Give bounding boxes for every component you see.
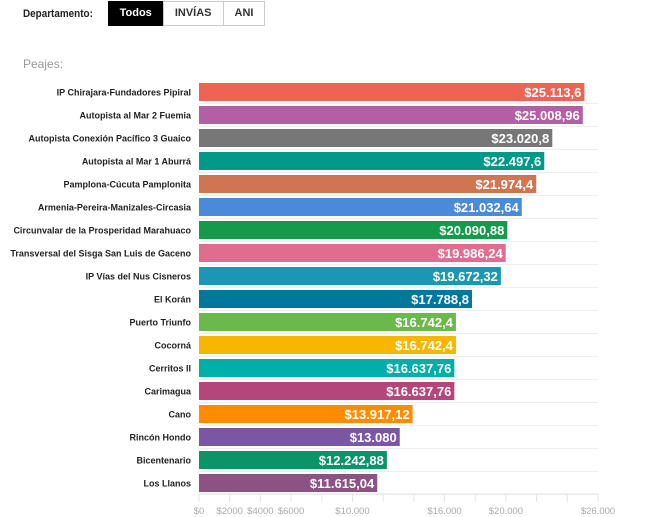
category-label: Los Llanos <box>143 479 191 489</box>
data-label: $20.090,88 <box>439 223 504 238</box>
bar <box>199 336 456 354</box>
category-label: Pamplona-Cúcuta Pamplonita <box>63 180 192 190</box>
data-label: $16.637,76 <box>386 361 451 376</box>
category-label: Circunvalar de la Prosperidad Marahuaco <box>13 226 191 236</box>
data-label: $16.637,76 <box>386 384 451 399</box>
bar <box>199 267 501 285</box>
x-tick-label: $2000 <box>216 506 242 517</box>
category-label: Carimagua <box>144 387 192 397</box>
data-label: $16.742,4 <box>395 315 454 330</box>
category-label: Autopista al Mar 1 Aburrá <box>82 157 192 167</box>
bar <box>199 129 553 147</box>
data-label: $22.497,6 <box>483 154 541 169</box>
data-label: $13.917,12 <box>344 407 409 422</box>
data-label: $23.020,8 <box>491 131 549 146</box>
filter-label: Departamento: <box>23 7 93 20</box>
bar <box>199 83 585 101</box>
bar <box>199 244 506 262</box>
data-label: $19.986,24 <box>438 246 504 261</box>
category-label: Puerto Triunfo <box>130 318 192 328</box>
data-label: $25.008,96 <box>515 108 580 123</box>
data-label: $21.974,4 <box>475 177 534 192</box>
category-label: Armenia-Pereira-Manizales-Circasia <box>38 203 192 213</box>
data-label: $17.788,8 <box>411 292 469 307</box>
bar <box>199 152 545 170</box>
data-label: $16.742,4 <box>395 338 454 353</box>
x-tick-label: $16.000 <box>427 506 461 517</box>
filter-ani-button[interactable]: ANI <box>222 1 266 26</box>
bar <box>199 359 455 377</box>
chart-title: Peajes: <box>23 57 64 71</box>
x-tick-label: $26.000 <box>581 506 615 517</box>
bar <box>199 428 400 446</box>
category-label: Rincón Hondo <box>130 433 192 443</box>
bar <box>199 221 508 239</box>
bar <box>199 451 387 469</box>
category-label: Autopista Conexión Pacífico 3 Guaico <box>28 134 191 144</box>
x-tick-label: $10.000 <box>335 506 369 517</box>
category-label: Cerritos II <box>149 364 191 374</box>
category-label: Cocorná <box>154 341 192 351</box>
data-label: $19.672,32 <box>433 269 498 284</box>
x-tick-label: $20.000 <box>489 506 523 517</box>
x-tick-label: $0 <box>194 506 205 517</box>
bar <box>199 106 583 124</box>
data-label: $21.032,64 <box>454 200 520 215</box>
bar <box>199 405 413 423</box>
bar <box>199 313 456 331</box>
data-label: $25.113,6 <box>524 85 581 100</box>
data-label: $12.242,88 <box>319 453 384 468</box>
x-tick-label: $4000 <box>247 506 273 517</box>
x-tick-label: $6000 <box>278 506 304 517</box>
category-label: Bicentenario <box>136 456 191 466</box>
bar <box>199 290 472 308</box>
bar <box>199 474 378 492</box>
category-label: IP Vías del Nus Cisneros <box>86 272 191 282</box>
bar <box>199 198 522 216</box>
data-label: $11.615,04 <box>310 476 375 491</box>
bar <box>199 382 455 400</box>
data-label: $13.080 <box>350 430 397 445</box>
department-filter: Departamento: Todos INVÍAS ANI <box>23 1 266 26</box>
category-label: Transversal del Sisga San Luis de Gaceno <box>10 249 191 259</box>
category-label: Autopista al Mar 2 Fuemia <box>79 111 192 121</box>
category-label: Cano <box>169 410 192 420</box>
category-label: El Korán <box>154 295 191 305</box>
category-label: IP Chirajara-Fundadores Pipiral <box>57 88 191 98</box>
bar <box>199 175 537 193</box>
